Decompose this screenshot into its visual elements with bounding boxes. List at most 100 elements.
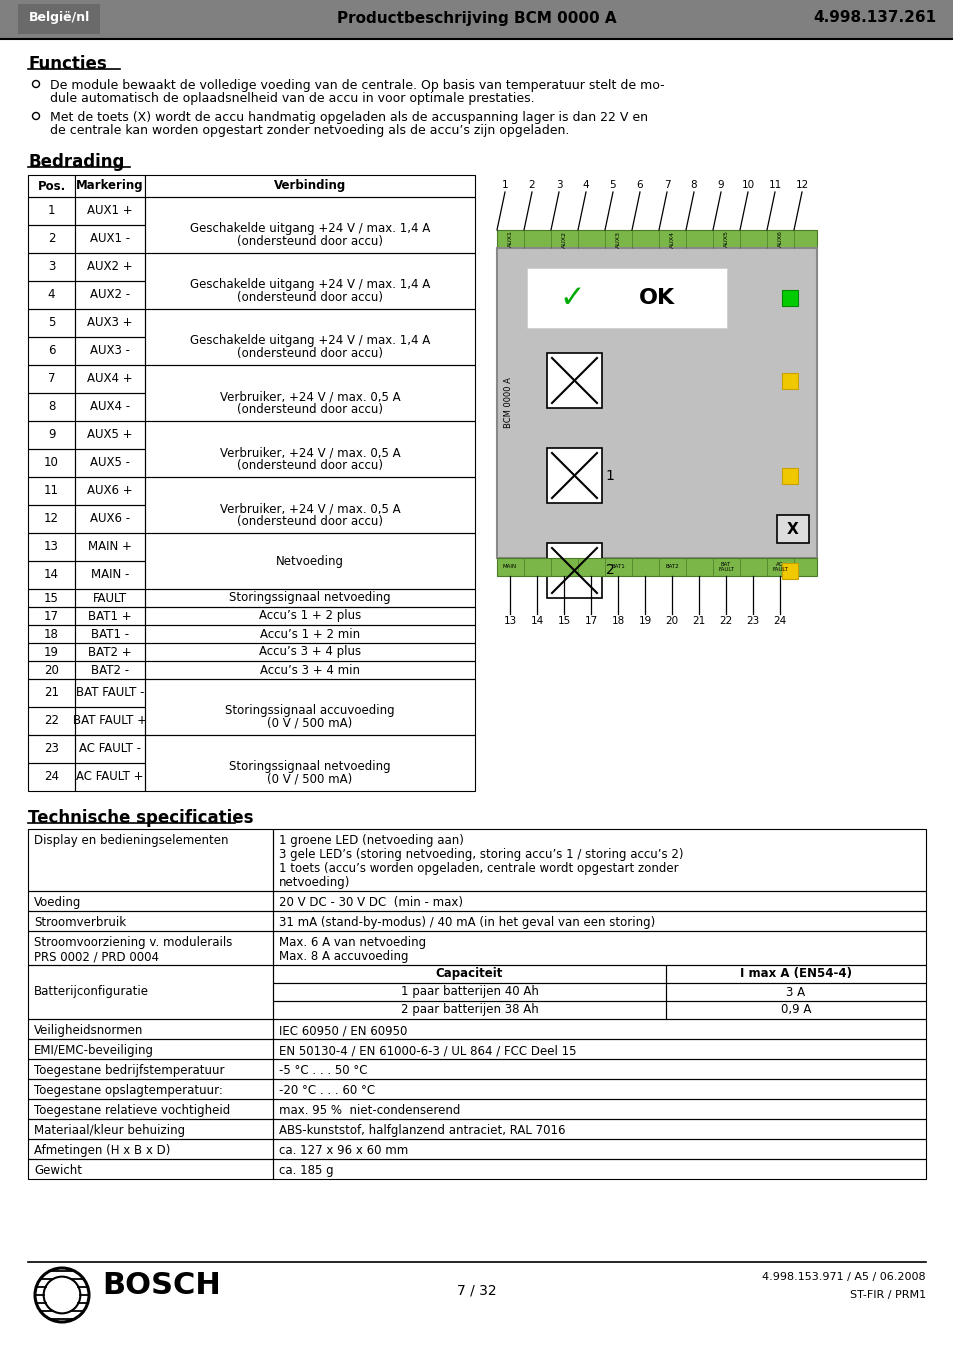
Text: Met de toets (X) wordt de accu handmatig opgeladen als de accuspanning lager is : Met de toets (X) wordt de accu handmatig…	[50, 111, 647, 124]
Bar	[145, 589, 475, 608]
Text: 14: 14	[44, 568, 59, 582]
Text: AUX3 -: AUX3 -	[90, 344, 130, 358]
Bar	[273, 891, 925, 911]
Text: 17: 17	[584, 616, 597, 626]
Bar	[145, 608, 475, 625]
Text: 23: 23	[745, 616, 759, 626]
Text: 18: 18	[44, 628, 59, 640]
Text: Productbeschrijving BCM 0000 A: Productbeschrijving BCM 0000 A	[336, 11, 617, 26]
Text: 3 A: 3 A	[785, 986, 804, 999]
Bar	[145, 477, 475, 533]
Text: Storingssignaal netvoeding: Storingssignaal netvoeding	[229, 591, 391, 605]
Text: Toegestane opslagtemperatuur:: Toegestane opslagtemperatuur:	[34, 1084, 223, 1098]
Text: AUX4 +: AUX4 +	[87, 373, 132, 386]
Bar	[28, 176, 75, 197]
Text: 19: 19	[44, 645, 59, 659]
Text: Verbruiker, +24 V / max. 0,5 A: Verbruiker, +24 V / max. 0,5 A	[219, 446, 400, 459]
Text: 4: 4	[48, 289, 55, 301]
Bar	[18, 4, 100, 34]
Text: Toegestane bedrijfstemperatuur: Toegestane bedrijfstemperatuur	[34, 1064, 224, 1077]
Text: 24: 24	[44, 771, 59, 783]
Bar	[273, 1000, 665, 1019]
Text: BAT1: BAT1	[611, 564, 624, 570]
Bar	[75, 252, 145, 281]
Bar	[273, 829, 925, 891]
Text: Verbruiker, +24 V / max. 0,5 A: Verbruiker, +24 V / max. 0,5 A	[219, 390, 400, 404]
Text: AUX1: AUX1	[507, 231, 512, 247]
Text: 7 / 32: 7 / 32	[456, 1282, 497, 1297]
Text: 14: 14	[530, 616, 543, 626]
Text: Pos.: Pos.	[37, 180, 66, 193]
Text: Toegestane relatieve vochtigheid: Toegestane relatieve vochtigheid	[34, 1104, 230, 1116]
Bar	[28, 625, 75, 643]
Text: Functies: Functies	[28, 55, 107, 73]
Text: Stroomverbruik: Stroomverbruik	[34, 917, 126, 929]
Text: dule automatisch de oplaadsnelheid van de accu in voor optimale prestaties.: dule automatisch de oplaadsnelheid van d…	[50, 92, 534, 105]
Bar	[273, 931, 925, 965]
Bar	[273, 911, 925, 932]
Bar	[497, 558, 816, 576]
Bar	[273, 1139, 925, 1160]
Text: 13: 13	[44, 540, 59, 553]
Text: ✓: ✓	[558, 284, 584, 312]
Text: 8: 8	[690, 180, 697, 190]
Bar	[145, 533, 475, 589]
Bar	[781, 373, 797, 389]
Text: (0 V / 500 mA): (0 V / 500 mA)	[267, 774, 353, 786]
Text: Storingssignaal accuvoeding: Storingssignaal accuvoeding	[225, 703, 395, 717]
Bar	[781, 563, 797, 579]
Text: AUX6: AUX6	[777, 231, 781, 247]
Text: BAT2 +: BAT2 +	[88, 645, 132, 659]
Bar	[546, 352, 601, 408]
Text: Capaciteit: Capaciteit	[436, 968, 502, 980]
Text: 2: 2	[605, 563, 614, 578]
Text: (ondersteund door accu): (ondersteund door accu)	[236, 292, 382, 304]
Text: 2: 2	[528, 180, 535, 190]
Text: Accu’s 3 + 4 plus: Accu’s 3 + 4 plus	[258, 645, 360, 659]
Bar	[28, 829, 273, 891]
Text: 22: 22	[719, 616, 732, 626]
Text: MAIN +: MAIN +	[88, 540, 132, 553]
Text: 20: 20	[44, 663, 59, 676]
Text: -5 °C . . . 50 °C: -5 °C . . . 50 °C	[278, 1064, 367, 1077]
Bar	[28, 562, 75, 589]
Text: 1 groene LED (netvoeding aan): 1 groene LED (netvoeding aan)	[278, 834, 463, 846]
Bar	[497, 230, 816, 248]
Text: 19: 19	[638, 616, 651, 626]
Text: 10: 10	[740, 180, 754, 190]
Text: (ondersteund door accu): (ondersteund door accu)	[236, 347, 382, 360]
Bar	[28, 225, 75, 252]
Bar	[28, 1058, 273, 1079]
Bar	[273, 1079, 925, 1099]
Bar	[75, 309, 145, 338]
Bar	[75, 562, 145, 589]
Text: BAT2 -: BAT2 -	[91, 663, 129, 676]
Text: 5: 5	[48, 316, 55, 329]
Bar	[75, 589, 145, 608]
Text: -20 °C . . . 60 °C: -20 °C . . . 60 °C	[278, 1084, 375, 1098]
Text: Verbruiker, +24 V / max. 0,5 A: Verbruiker, +24 V / max. 0,5 A	[219, 502, 400, 514]
Text: Geschakelde uitgang +24 V / max. 1,4 A: Geschakelde uitgang +24 V / max. 1,4 A	[190, 333, 430, 347]
Bar	[75, 364, 145, 393]
Bar	[145, 421, 475, 477]
Bar	[273, 1019, 925, 1040]
Text: AUX5 -: AUX5 -	[90, 456, 130, 470]
Text: Bedrading: Bedrading	[28, 153, 124, 171]
Text: 2 paar batterijen 38 Ah: 2 paar batterijen 38 Ah	[400, 1003, 537, 1017]
Text: AUX2: AUX2	[561, 231, 566, 247]
Text: België/nl: België/nl	[29, 12, 90, 24]
Text: 15: 15	[557, 616, 570, 626]
Bar	[28, 1139, 273, 1160]
Bar	[75, 662, 145, 679]
Bar	[75, 450, 145, 477]
Bar	[75, 679, 145, 707]
Bar	[28, 1040, 273, 1058]
Text: 7: 7	[663, 180, 670, 190]
Text: AUX2 -: AUX2 -	[90, 289, 130, 301]
Text: 11: 11	[767, 180, 781, 190]
Text: Accu’s 3 + 4 min: Accu’s 3 + 4 min	[260, 663, 359, 676]
Text: AC
FAULT: AC FAULT	[771, 562, 787, 572]
Text: BAT1 -: BAT1 -	[91, 628, 129, 640]
Text: Veiligheidsnormen: Veiligheidsnormen	[34, 1025, 143, 1037]
Bar	[145, 734, 475, 791]
